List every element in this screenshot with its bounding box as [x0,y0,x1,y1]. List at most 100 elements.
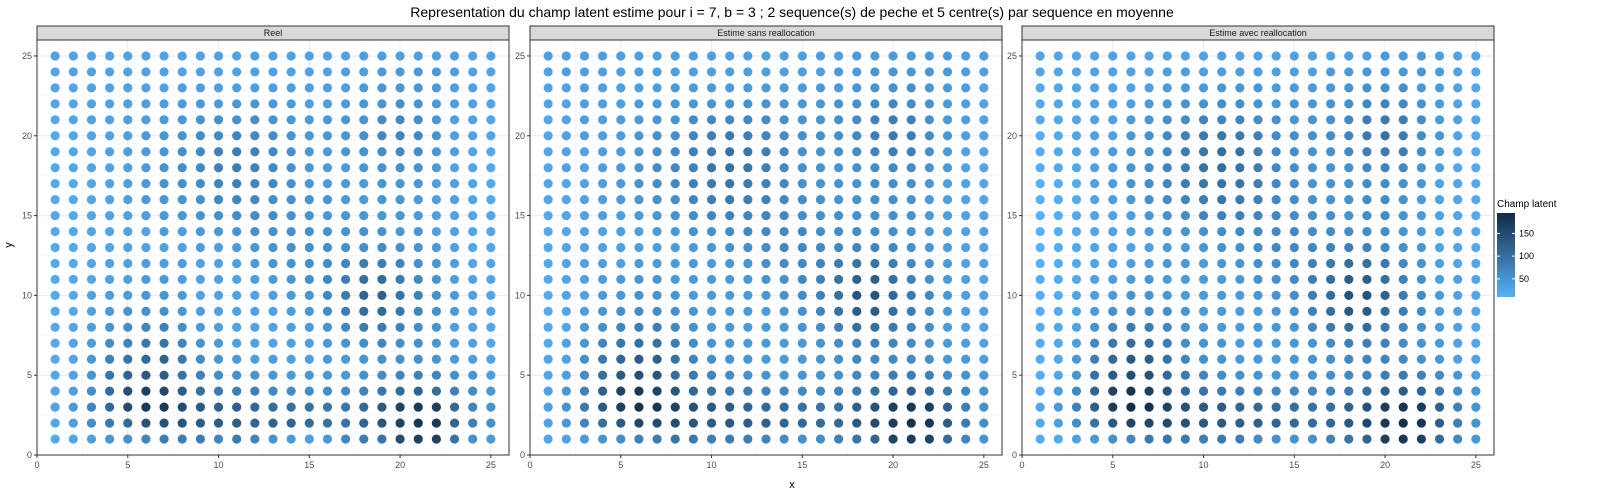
data-point [634,51,644,61]
data-point [961,386,971,396]
data-point [195,418,205,428]
data-point [50,386,60,396]
data-point [888,290,898,300]
data-point [1035,402,1045,412]
data-point [616,51,626,61]
data-point [1235,99,1245,109]
data-point [86,210,97,221]
y-tick-label: 20 [22,131,32,141]
data-point [195,226,205,237]
data-point [1307,51,1318,61]
data-point [1380,147,1390,157]
data-point [906,67,916,77]
data-point [652,290,662,300]
data-point [942,322,953,332]
data-point [1053,322,1063,332]
data-point [1362,402,1372,412]
data-point [1162,354,1172,364]
data-point [1362,354,1372,364]
data-point [942,258,953,269]
data-point [1217,195,1227,205]
data-point [1344,370,1354,380]
data-point [1162,306,1172,316]
data-point [250,338,260,348]
data-point [1380,67,1390,77]
data-point [449,434,460,444]
data-point [304,354,314,364]
data-point [852,195,862,205]
data-point [322,67,333,77]
data-point [1144,402,1154,412]
data-point [579,67,590,77]
data-point [105,131,115,141]
data-point [105,99,115,109]
data-point [413,147,423,157]
data-point [1090,258,1100,269]
data-point [86,386,97,396]
data-point [105,402,115,412]
data-point [268,115,278,125]
data-point [395,258,405,269]
data-point [1071,163,1082,173]
data-point [250,163,260,173]
data-point [1434,258,1445,269]
data-point [779,434,789,444]
data-point [815,226,826,237]
data-point [105,195,115,205]
data-point [86,290,97,300]
data-point [561,418,571,428]
data-point [561,370,571,380]
point-layer [50,51,496,444]
data-point [68,354,78,364]
data-point [1434,322,1445,332]
data-point [449,179,460,189]
data-point [743,338,753,348]
data-point [86,131,97,141]
data-point [1162,242,1172,253]
data-point [1198,99,1209,109]
data-point [815,418,826,428]
data-point [105,370,115,380]
data-point [1271,51,1281,61]
data-point [1398,386,1408,396]
data-point [123,242,133,253]
data-point [159,226,169,237]
data-point [304,274,314,285]
data-point [1108,210,1118,221]
data-point [598,115,608,125]
data-point [906,210,916,221]
data-point [341,258,351,269]
data-point [1108,290,1118,300]
data-point [634,179,644,189]
data-point [1434,402,1445,412]
data-point [322,258,333,269]
data-point [1398,83,1408,93]
y-tick-label: 25 [515,51,525,61]
data-point [579,163,590,173]
data-point [413,131,423,141]
data-point [1307,354,1318,364]
data-point [1307,131,1318,141]
data-point [1053,386,1063,396]
data-point [250,258,260,269]
data-point [268,83,278,93]
data-point [888,195,898,205]
data-point [177,226,187,237]
data-point [213,338,224,348]
data-point [961,402,971,412]
data-point [942,274,953,285]
data-point [797,147,807,157]
legend-tick-label: 150 [1519,228,1534,238]
data-point [413,51,423,61]
data-point [579,370,590,380]
data-point [906,386,916,396]
data-point [177,115,187,125]
data-point [634,147,644,157]
data-point [1434,131,1445,141]
data-point [123,258,133,269]
data-point [670,322,680,332]
data-point [1344,242,1354,253]
data-point [725,434,735,444]
data-point [1380,258,1390,269]
